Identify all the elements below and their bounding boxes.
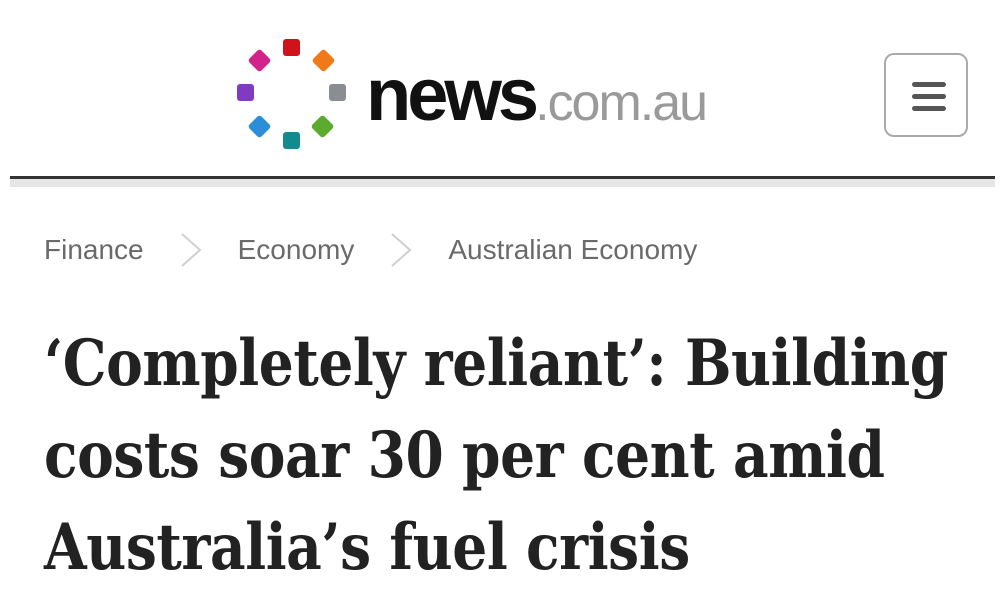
headline-line: Australia’s fuel crisis: [44, 510, 690, 585]
headline-line: ‘Completely reliant’: Building: [44, 326, 948, 401]
hamburger-menu-icon: [912, 82, 946, 87]
logo-dot: [247, 48, 272, 73]
header-divider: [10, 176, 995, 179]
hamburger-menu-icon: [912, 94, 946, 99]
breadcrumb-finance[interactable]: Finance: [44, 234, 144, 265]
header-divider-shadow: [10, 179, 995, 187]
site-logo[interactable]: [236, 38, 346, 150]
breadcrumb-economy[interactable]: Economy: [237, 234, 355, 265]
logo-wordmark-news: news: [366, 53, 539, 136]
logo-wordmark-domain: .com.au: [535, 74, 708, 132]
logo-dot: [329, 84, 346, 101]
logo-dot: [237, 84, 254, 101]
logo-dot: [247, 114, 272, 139]
headline-line: costs soar 30 per cent amid: [44, 418, 885, 493]
chevron-right-icon: [391, 233, 412, 267]
logo-dot: [310, 114, 335, 139]
breadcrumb: Finance Economy Australian Economy: [44, 230, 697, 270]
article-headline: ‘Completely reliant’: Building costs soa…: [44, 318, 1005, 594]
logo-dot: [283, 39, 300, 56]
breadcrumb-australian-economy[interactable]: Australian Economy: [448, 234, 698, 265]
hamburger-menu-icon: [912, 106, 946, 111]
logo-dot: [283, 132, 300, 149]
chevron-right-icon: [180, 233, 202, 267]
logo-dot: [311, 48, 336, 73]
logo-wordmark[interactable]: news.com.au: [366, 58, 708, 132]
menu-button[interactable]: [884, 53, 968, 137]
